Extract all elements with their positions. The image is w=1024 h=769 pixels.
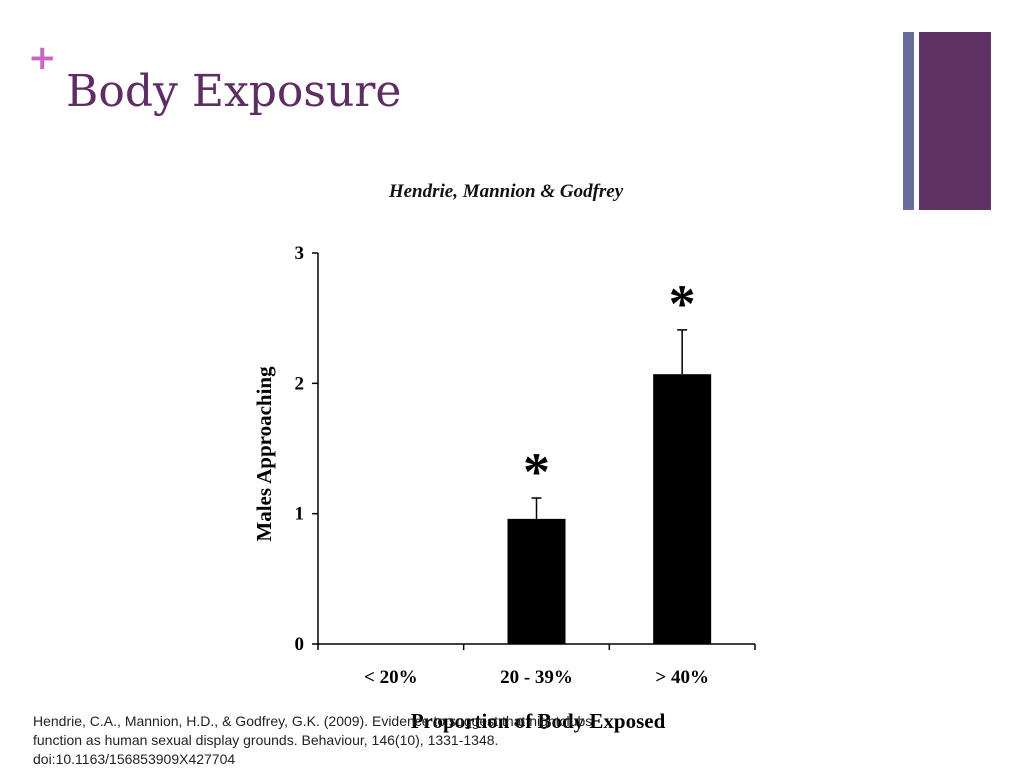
significance-marker: * [523, 442, 550, 502]
significance-marker: * [669, 274, 696, 334]
y-tick-label: 0 [295, 634, 305, 655]
y-axis: 0 1 2 3 [295, 243, 319, 655]
y-tick-label: 2 [295, 373, 305, 394]
x-axis: < 20% 20 - 39% > 40% [317, 643, 756, 688]
slide-title: Body Exposure [66, 66, 402, 117]
bar-chart: Hendrie, Mannion & Godfrey 0 1 2 3 < 20% 20 … [252, 181, 756, 733]
citation: Hendrie, C.A., Mannion, H.D., & Godfrey,… [33, 712, 693, 769]
x-tick-label: < 20% [364, 667, 418, 688]
bars: ** [507, 274, 712, 644]
decorative-block [919, 32, 991, 210]
bar [653, 374, 712, 644]
citation-line: doi:10.1163/156853909X427704 [33, 751, 236, 767]
x-tick-label: > 40% [655, 667, 709, 688]
citation-line: Hendrie, C.A., Mannion, H.D., & Godfrey,… [33, 713, 593, 729]
y-tick-label: 3 [295, 243, 305, 264]
y-axis-title: Males Approaching [252, 366, 276, 542]
plus-bullet-icon: + [28, 38, 57, 78]
chart-title: Hendrie, Mannion & Godfrey [388, 181, 624, 202]
citation-line: function as human sexual display grounds… [33, 732, 499, 748]
y-tick-label: 1 [295, 504, 305, 525]
x-axis-title: Proportion of Body Exposed [411, 709, 666, 733]
decorative-stripe-thin [903, 32, 914, 210]
bar [507, 518, 566, 644]
x-tick-label: 20 - 39% [500, 667, 573, 688]
